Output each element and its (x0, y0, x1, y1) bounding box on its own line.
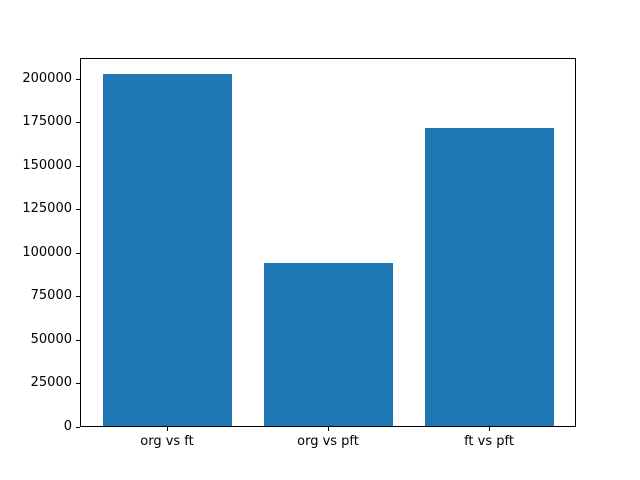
y-tick-mark (76, 122, 80, 123)
y-tick-label: 175000 (22, 114, 72, 129)
x-tick-label: ft vs pft (464, 434, 514, 449)
y-tick-label: 200000 (22, 71, 72, 86)
y-tick-label: 75000 (30, 288, 72, 303)
y-tick-mark (76, 383, 80, 384)
y-tick-mark (76, 253, 80, 254)
x-tick-mark (167, 427, 168, 431)
y-tick-mark (76, 209, 80, 210)
y-tick-mark (76, 296, 80, 297)
y-tick-label: 100000 (22, 245, 72, 260)
y-tick-label: 150000 (22, 158, 72, 173)
y-tick-label: 25000 (30, 375, 72, 390)
x-tick-label: org vs ft (140, 434, 194, 449)
y-tick-mark (76, 166, 80, 167)
y-tick-label: 50000 (30, 332, 72, 347)
y-tick-mark (76, 427, 80, 428)
bar-org-vs-ft (103, 74, 232, 426)
y-tick-mark (76, 79, 80, 80)
y-tick-label: 0 (63, 419, 72, 434)
bar-org-vs-pft (264, 263, 393, 426)
y-tick-label: 125000 (22, 201, 72, 216)
x-tick-label: org vs pft (297, 434, 359, 449)
x-tick-mark (328, 427, 329, 431)
bar-ft-vs-pft (425, 128, 554, 426)
y-tick-mark (76, 340, 80, 341)
x-tick-mark (489, 427, 490, 431)
